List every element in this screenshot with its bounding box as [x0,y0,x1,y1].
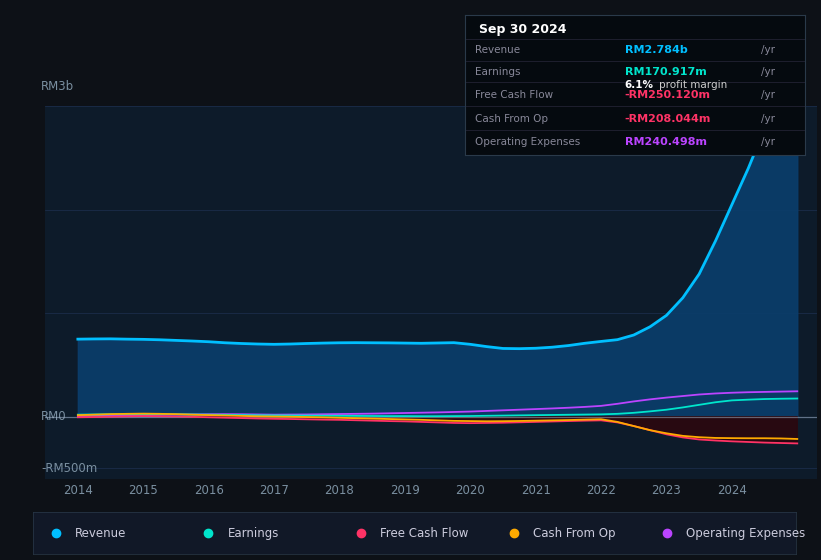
Text: -RM208.044m: -RM208.044m [625,114,711,124]
Text: Revenue: Revenue [75,527,126,540]
Text: Free Cash Flow: Free Cash Flow [380,527,469,540]
Text: Cash From Op: Cash From Op [533,527,616,540]
Text: profit margin: profit margin [658,80,727,90]
Text: RM240.498m: RM240.498m [625,137,707,147]
Text: Free Cash Flow: Free Cash Flow [475,90,553,100]
Text: Revenue: Revenue [475,45,521,55]
Text: -RM250.120m: -RM250.120m [625,90,711,100]
Text: RM170.917m: RM170.917m [625,67,707,77]
Text: RM3b: RM3b [41,81,75,94]
Text: /yr: /yr [761,114,775,124]
Text: Earnings: Earnings [475,67,521,77]
Text: Operating Expenses: Operating Expenses [475,137,580,147]
Text: RM2.784b: RM2.784b [625,45,687,55]
Text: 6.1%: 6.1% [625,80,654,90]
Text: /yr: /yr [761,45,775,55]
Text: Earnings: Earnings [227,527,279,540]
Text: -RM500m: -RM500m [41,462,98,475]
Text: /yr: /yr [761,137,775,147]
Text: RM0: RM0 [41,410,67,423]
Text: Operating Expenses: Operating Expenses [686,527,805,540]
Text: /yr: /yr [761,90,775,100]
Text: /yr: /yr [761,67,775,77]
Text: Sep 30 2024: Sep 30 2024 [479,24,566,36]
Text: Cash From Op: Cash From Op [475,114,548,124]
